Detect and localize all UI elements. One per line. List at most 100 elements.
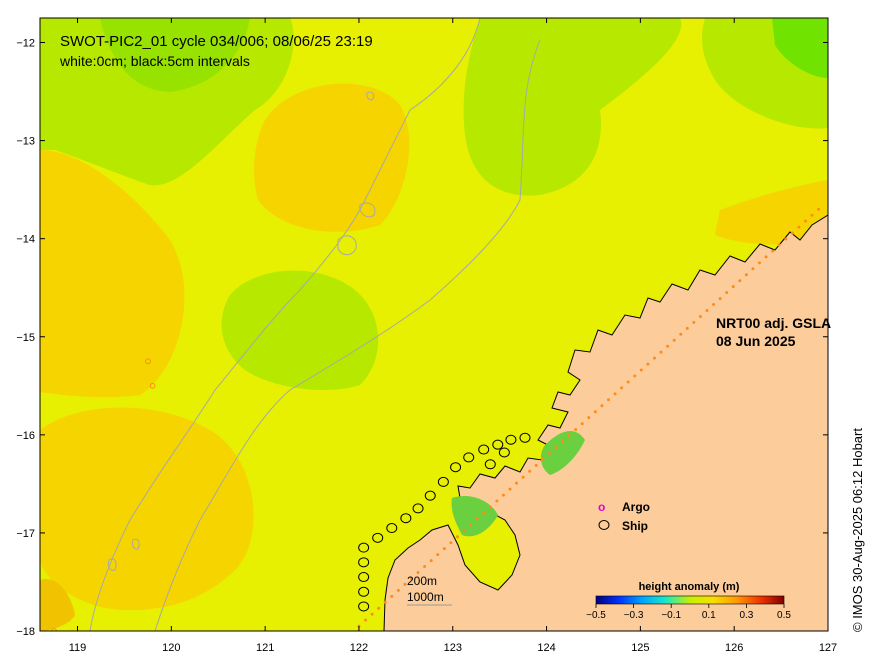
swath-dot <box>383 600 387 604</box>
swath-dot <box>429 559 433 563</box>
swath-dot <box>692 320 696 324</box>
swath-dot <box>606 398 610 402</box>
x-tick-label: 124 <box>537 642 555 654</box>
float-marker <box>144 358 151 365</box>
anomaly-negative-north <box>463 18 682 196</box>
swath-dot <box>771 249 775 253</box>
swath-dot <box>580 422 584 426</box>
swath-dot <box>613 392 617 396</box>
swath-dot <box>758 261 762 265</box>
x-tick-label: 122 <box>350 642 368 654</box>
x-tick-label: 125 <box>631 642 649 654</box>
colorbar-tick-label: −0.1 <box>661 610 681 621</box>
y-tick-label: −13 <box>16 136 35 148</box>
swath-dot <box>587 416 591 420</box>
anomaly-negative-northwest-core <box>100 18 250 92</box>
ship-position <box>437 476 449 487</box>
swath-dot <box>751 267 755 271</box>
y-tick-label: −17 <box>16 528 35 540</box>
colorbar-ticks: −0.5 −0.3 −0.1 0.1 0.3 0.5 <box>586 604 791 621</box>
swath-dot <box>508 487 512 491</box>
swath-dot <box>685 326 689 330</box>
swath-dot <box>442 547 446 551</box>
swath-dot <box>390 594 394 598</box>
colorbar-gradient <box>595 595 785 605</box>
swath-dot <box>554 445 558 449</box>
float-marker <box>149 382 156 389</box>
swath-dot <box>495 499 499 503</box>
swath-dot <box>810 213 814 217</box>
swath-dot <box>567 434 571 438</box>
colorbar-tick-label: 0.1 <box>702 610 716 621</box>
x-tick-label: 127 <box>819 642 837 654</box>
swath-dot <box>817 207 821 211</box>
isobath-1000m <box>154 39 541 631</box>
swath-dot <box>731 285 735 289</box>
x-tick-label: 120 <box>162 642 180 654</box>
reef-shoal-e <box>131 538 140 550</box>
imos-credit: © IMOS 30-Aug-2025 06:12 Hobart <box>850 428 865 632</box>
plot-frame <box>39 17 829 632</box>
swath-dot <box>600 404 604 408</box>
ship-position <box>412 503 424 514</box>
inland-vegetation-strip <box>540 430 585 475</box>
map-title: SWOT-PIC2_01 cycle 034/006; 08/06/25 23:… <box>60 33 373 50</box>
swath-dot <box>515 481 519 485</box>
swath-dot <box>790 231 794 235</box>
x-tick-label: 119 <box>69 642 87 654</box>
swot-swath-track <box>357 207 821 628</box>
y-tick-label: −18 <box>16 626 35 638</box>
swath-dot <box>698 314 702 318</box>
swath-dot <box>449 541 453 545</box>
ship-position <box>463 452 475 463</box>
swath-dot <box>738 279 742 283</box>
swath-dot <box>777 243 781 247</box>
swath-dot <box>620 386 624 390</box>
colorbar-tick-label: 0.3 <box>739 610 753 621</box>
x-tick-label: 123 <box>444 642 462 654</box>
swath-dot <box>725 291 729 295</box>
colorbar-tick-label: 0.5 <box>777 610 791 621</box>
swath-dot <box>672 338 676 342</box>
ship-position <box>386 523 398 534</box>
swath-dot <box>561 439 565 443</box>
swath-dot <box>659 350 663 354</box>
swath-dot <box>521 475 525 479</box>
colorbar: height anomaly (m) −0.5 −0.3 −0.1 0.1 0.3 0.5 <box>586 581 791 621</box>
swath-dot <box>469 523 473 527</box>
reef-shoal-c <box>366 91 375 101</box>
y-tick-label: −15 <box>16 332 35 344</box>
x-tick-label: 121 <box>256 642 274 654</box>
swath-dot <box>462 529 466 533</box>
swath-dot <box>475 517 479 521</box>
swath-dot <box>712 303 716 307</box>
swath-dot <box>639 368 643 372</box>
swath-dot <box>797 225 801 229</box>
map-plot-area <box>40 18 828 631</box>
ship-position <box>478 444 490 455</box>
swath-dot <box>547 451 551 455</box>
y-axis: −12 −13 −14 −15 −16 −17 −18 <box>16 38 828 638</box>
sla-anomaly-field <box>40 18 828 631</box>
swath-dot <box>718 297 722 301</box>
ship-position <box>358 557 370 568</box>
reef-shoal-d <box>107 558 117 571</box>
swath-dot <box>666 344 670 348</box>
ship-position <box>519 432 531 443</box>
x-tick-label: 126 <box>725 642 743 654</box>
ship-position <box>400 513 412 524</box>
swath-dot <box>679 332 683 336</box>
y-tick-label: −14 <box>16 234 35 246</box>
isobath-200m <box>89 18 481 631</box>
argo-symbol: o <box>598 500 605 514</box>
swath-dot <box>409 576 413 580</box>
swath-dot <box>784 237 788 241</box>
colorbar-tick-label: −0.5 <box>586 610 606 621</box>
swath-dot <box>501 493 505 497</box>
swath-dot <box>626 380 630 384</box>
swath-dot <box>482 511 486 515</box>
anomaly-positive-center <box>254 83 410 232</box>
swath-dot <box>764 255 768 259</box>
ship-position <box>450 462 462 473</box>
